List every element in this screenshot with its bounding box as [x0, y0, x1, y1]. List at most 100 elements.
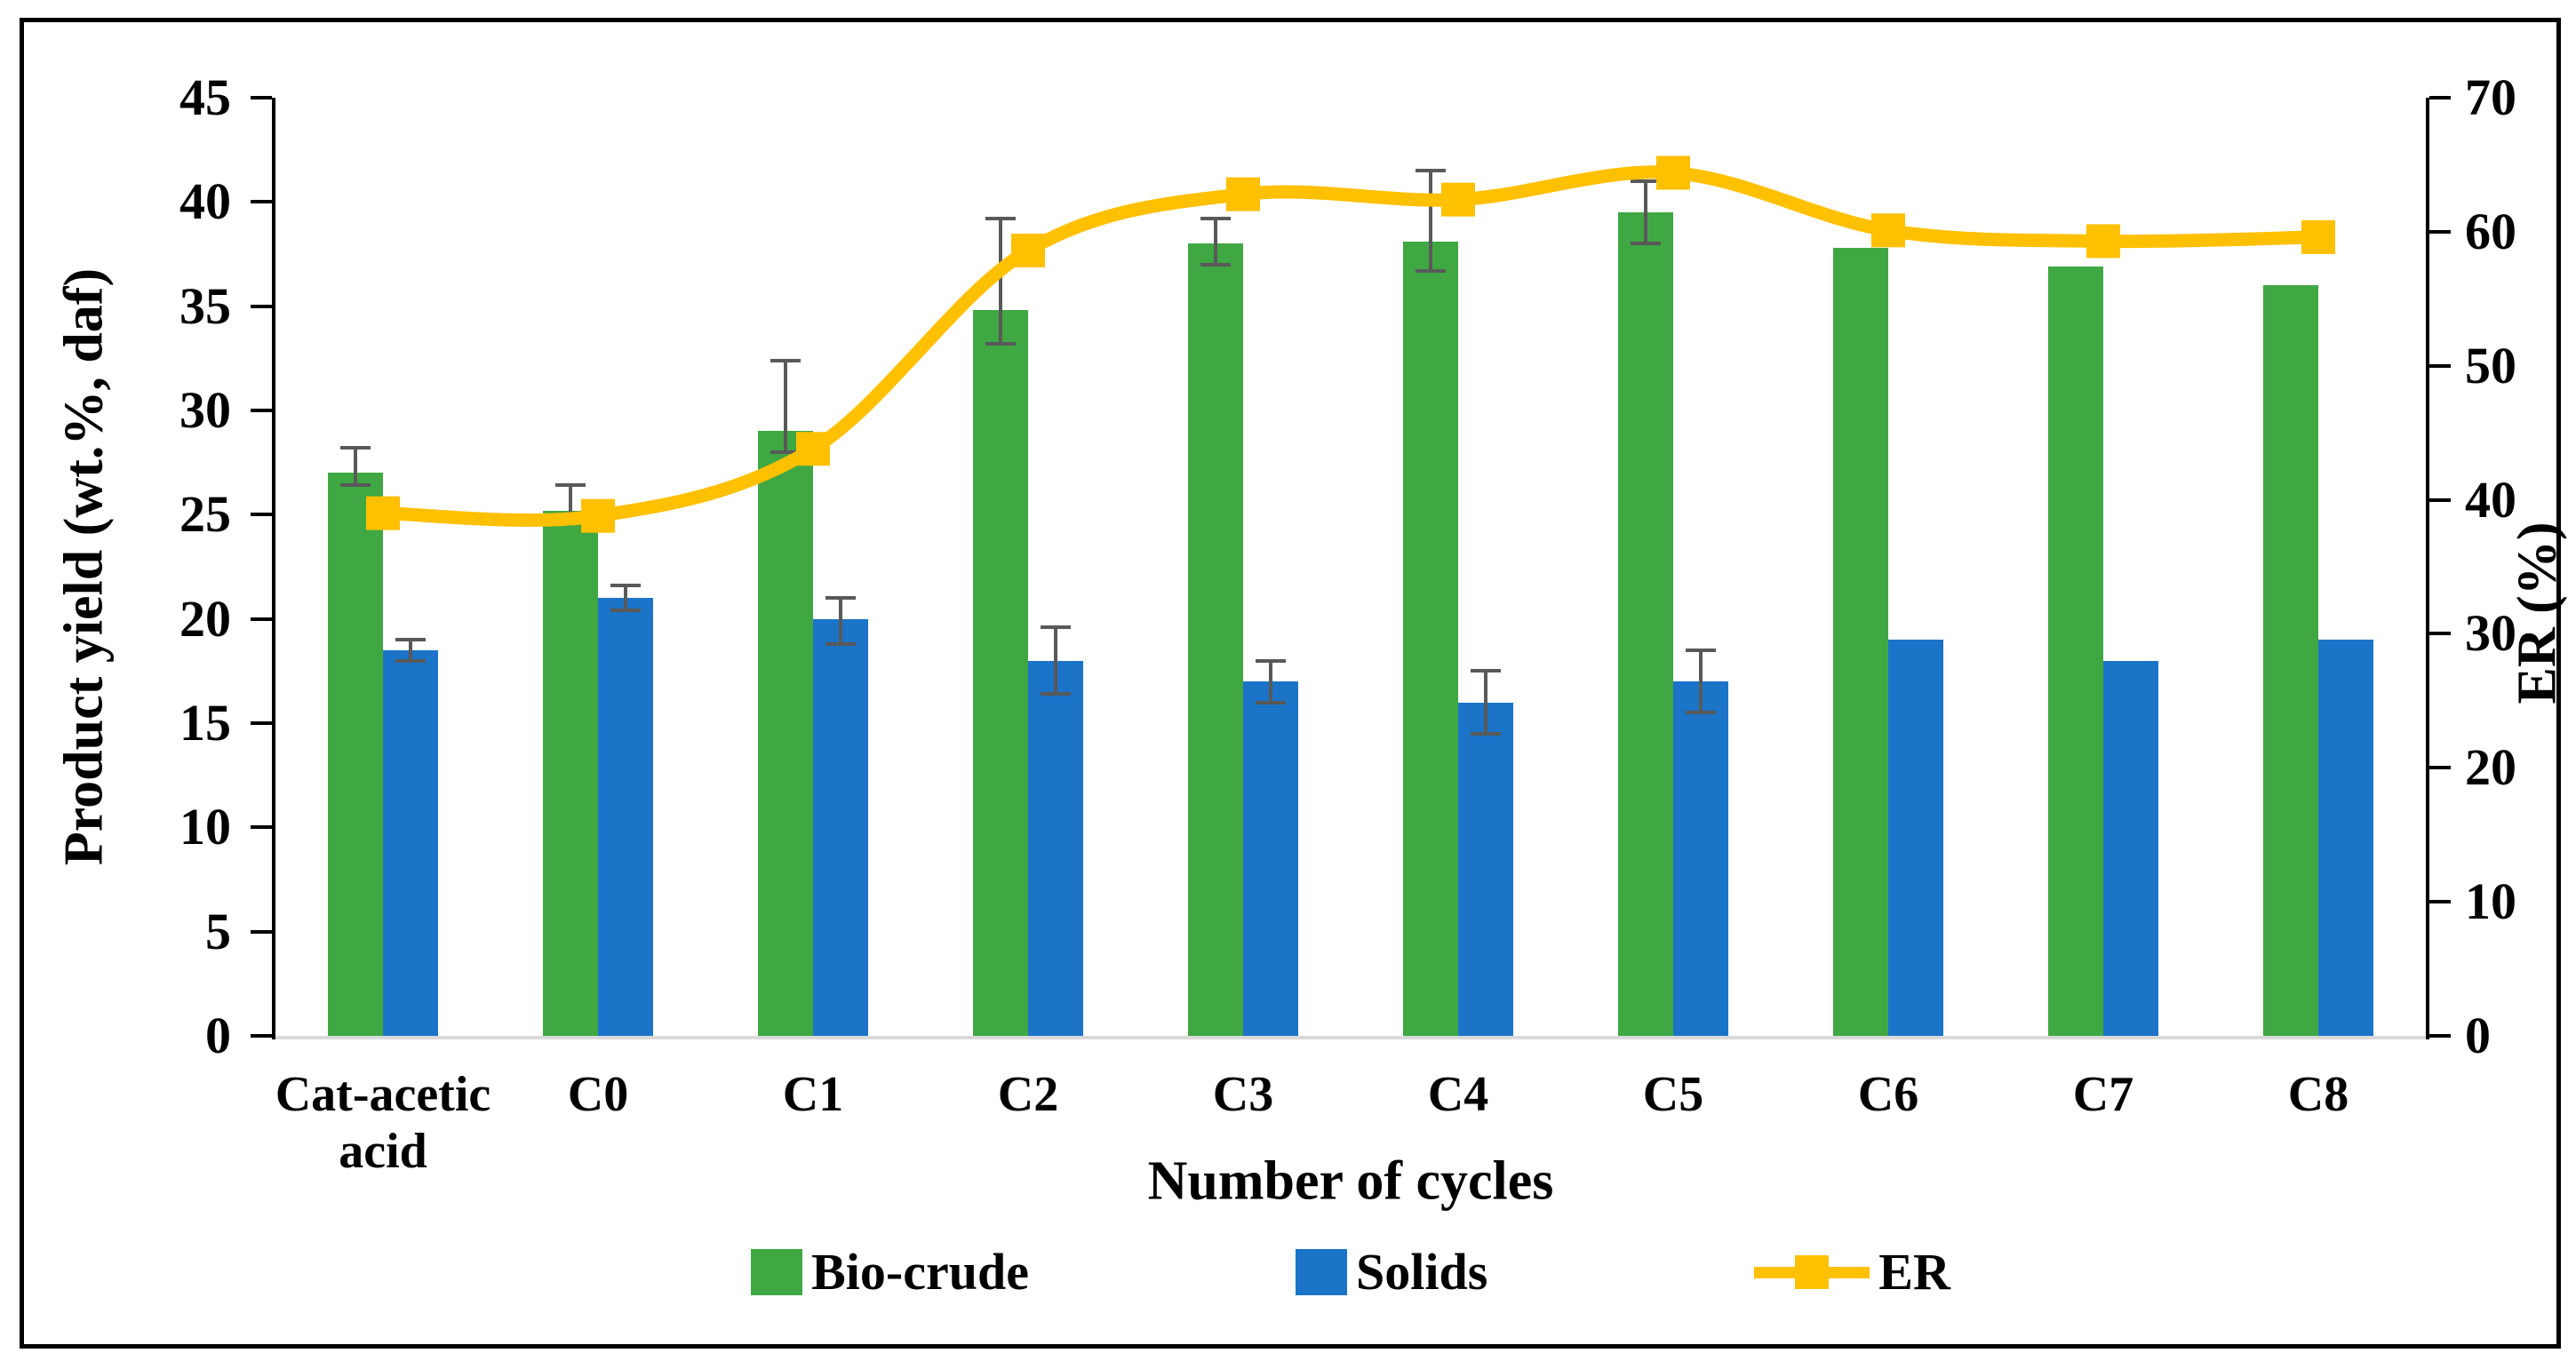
- bar-solids: [598, 598, 653, 1036]
- error-bar-cap-bottom: [1416, 268, 1446, 273]
- y-right-tick-label: 30: [2465, 604, 2516, 663]
- bar-bio-crude: [2048, 267, 2103, 1036]
- er-marker: [1656, 155, 1690, 190]
- y-right-tick: [2429, 363, 2451, 368]
- bar-bio-crude: [1403, 241, 1458, 1036]
- y-right-tick-label: 0: [2465, 1007, 2491, 1064]
- y-left-tick-label: 30: [179, 381, 231, 439]
- error-bar-cap-bottom: [985, 341, 1016, 346]
- error-bar-stem: [839, 598, 842, 644]
- y-left-tick: [251, 1034, 272, 1038]
- bar-bio-crude: [973, 310, 1028, 1036]
- error-bar-stem: [1699, 649, 1703, 713]
- error-bar-cap-bottom: [610, 609, 641, 613]
- x-category-label: C4: [1427, 1067, 1489, 1122]
- error-bar-stem: [784, 360, 787, 452]
- error-bar-cap-top: [1416, 169, 1446, 173]
- error-bar-stem: [1214, 219, 1217, 265]
- error-bar-cap-top: [340, 446, 371, 450]
- y-left-tick: [251, 617, 272, 621]
- x-axis-title: Number of cycles: [1147, 1150, 1554, 1212]
- y-right-tick-label: 20: [2465, 738, 2516, 797]
- x-category-label: C2: [997, 1067, 1059, 1122]
- legend-label: Bio-crude: [811, 1243, 1029, 1301]
- bar-bio-crude: [1188, 243, 1243, 1036]
- bar-solids: [1458, 702, 1513, 1036]
- y-left-tick-label: 5: [205, 902, 231, 960]
- bar-solids: [1243, 681, 1298, 1036]
- y-right-tick: [2429, 766, 2451, 770]
- y-right-tick: [2429, 96, 2451, 99]
- legend-item-solids: Solids: [1295, 1242, 1488, 1301]
- error-bar-cap-bottom: [1041, 692, 1071, 696]
- x-category-label: C3: [1212, 1067, 1274, 1122]
- chart-frame-border: [20, 18, 2561, 1349]
- x-axis-baseline: [275, 1036, 2426, 1039]
- error-bar-cap-bottom: [1471, 731, 1501, 736]
- y-left-tick-label: 35: [179, 276, 231, 335]
- bar-bio-crude: [1618, 212, 1673, 1036]
- y-right-tick-label: 70: [2465, 68, 2516, 126]
- y-left-tick-label: 40: [179, 172, 231, 231]
- bar-bio-crude: [1833, 247, 1888, 1036]
- x-category-label: C5: [1642, 1067, 1704, 1122]
- legend-item-bio-crude: Bio-crude: [751, 1242, 1029, 1301]
- error-bar-stem: [1644, 180, 1647, 244]
- error-bar-cap-top: [1631, 179, 1661, 183]
- x-category-label: C7: [2072, 1067, 2134, 1122]
- er-marker: [581, 498, 615, 533]
- legend-swatch-er-line-marker: [1754, 1254, 1870, 1290]
- error-bar-stem: [1484, 671, 1487, 734]
- y-left-tick: [251, 929, 272, 934]
- y-right-tick: [2429, 229, 2451, 234]
- bar-bio-crude: [2263, 285, 2318, 1036]
- y-right-tick-label: 60: [2465, 202, 2516, 260]
- error-bar-cap-bottom: [1686, 711, 1716, 715]
- y-right-tick: [2429, 900, 2451, 904]
- y-left-tick-label: 45: [179, 68, 231, 126]
- legend: Bio-crude Solids ER: [275, 1242, 2426, 1301]
- error-bar-cap-bottom: [825, 641, 856, 646]
- y-right-tick-label: 50: [2465, 336, 2516, 394]
- x-category-label: C1: [782, 1067, 844, 1122]
- x-category-label: C0: [567, 1067, 629, 1122]
- bar-bio-crude: [758, 431, 813, 1036]
- error-bar-cap-bottom: [1256, 700, 1286, 704]
- y-left-axis-title: Product yield (wt.%, daf): [53, 267, 115, 866]
- y-right-tick: [2429, 497, 2451, 502]
- error-bar-cap-top: [610, 584, 641, 588]
- bar-solids: [383, 649, 438, 1036]
- error-bar-cap-bottom: [1200, 262, 1231, 267]
- x-category-label: C8: [2287, 1067, 2349, 1122]
- error-bar-stem: [1429, 171, 1432, 271]
- bar-solids: [1888, 640, 1943, 1036]
- error-bar-stem: [354, 448, 357, 486]
- y-left-tick-label: 15: [179, 694, 231, 752]
- bar-solids: [813, 618, 868, 1036]
- y-right-tick-label: 40: [2465, 470, 2516, 529]
- error-bar-cap-bottom: [340, 483, 371, 488]
- y-left-tick: [251, 409, 272, 412]
- error-bar-stem: [409, 640, 412, 661]
- er-marker: [1011, 233, 1045, 267]
- error-bar-cap-top: [1041, 625, 1071, 630]
- bar-solids: [1028, 660, 1083, 1036]
- y-left-tick: [251, 721, 272, 725]
- er-marker: [1226, 177, 1260, 211]
- legend-swatch-bio-crude: [751, 1248, 803, 1295]
- er-marker: [796, 432, 830, 466]
- legend-swatch-solids: [1295, 1248, 1347, 1295]
- legend-label: Solids: [1355, 1243, 1488, 1301]
- y-left-tick: [251, 304, 272, 308]
- y-left-tick-label: 20: [179, 589, 231, 648]
- x-category-label: Cat-acetic acid: [275, 1067, 491, 1180]
- y-right-tick-label: 10: [2465, 872, 2516, 931]
- legend-item-er: ER: [1754, 1242, 1950, 1301]
- y-right-axis-line: [2426, 98, 2429, 1039]
- error-bar-cap-bottom: [770, 450, 801, 454]
- y-right-tick: [2429, 1034, 2451, 1038]
- error-bar-cap-top: [555, 483, 586, 488]
- x-category-label: C6: [1857, 1067, 1919, 1122]
- bar-solids: [2103, 660, 2158, 1036]
